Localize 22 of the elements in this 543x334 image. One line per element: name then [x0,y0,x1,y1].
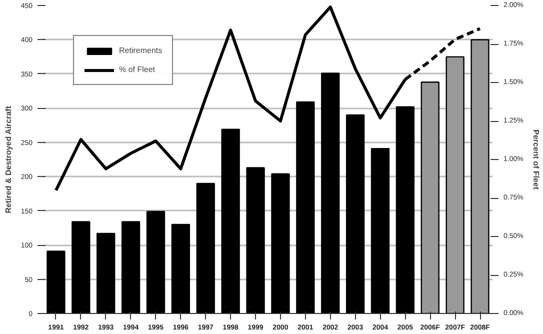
bar [96,232,116,314]
bar [196,182,215,314]
legend-label: % of Fleet [119,65,156,74]
bar [72,221,90,314]
bar [346,114,365,314]
bar [396,106,415,314]
bar [46,250,66,314]
bar [470,39,490,314]
bar [420,82,440,314]
y-axis-title: Retired & Destroyed Aircraft [4,106,13,214]
bar [446,56,464,314]
bar [171,224,190,314]
bar [296,101,315,314]
bar [321,72,340,314]
legend-label: Retirements [119,46,162,55]
y2-axis-title: Percent of Fleet [531,129,540,190]
bar [221,128,240,314]
bar [370,148,390,314]
bar [146,210,166,314]
bar [121,221,140,314]
bar [246,167,265,314]
bar [271,173,290,314]
